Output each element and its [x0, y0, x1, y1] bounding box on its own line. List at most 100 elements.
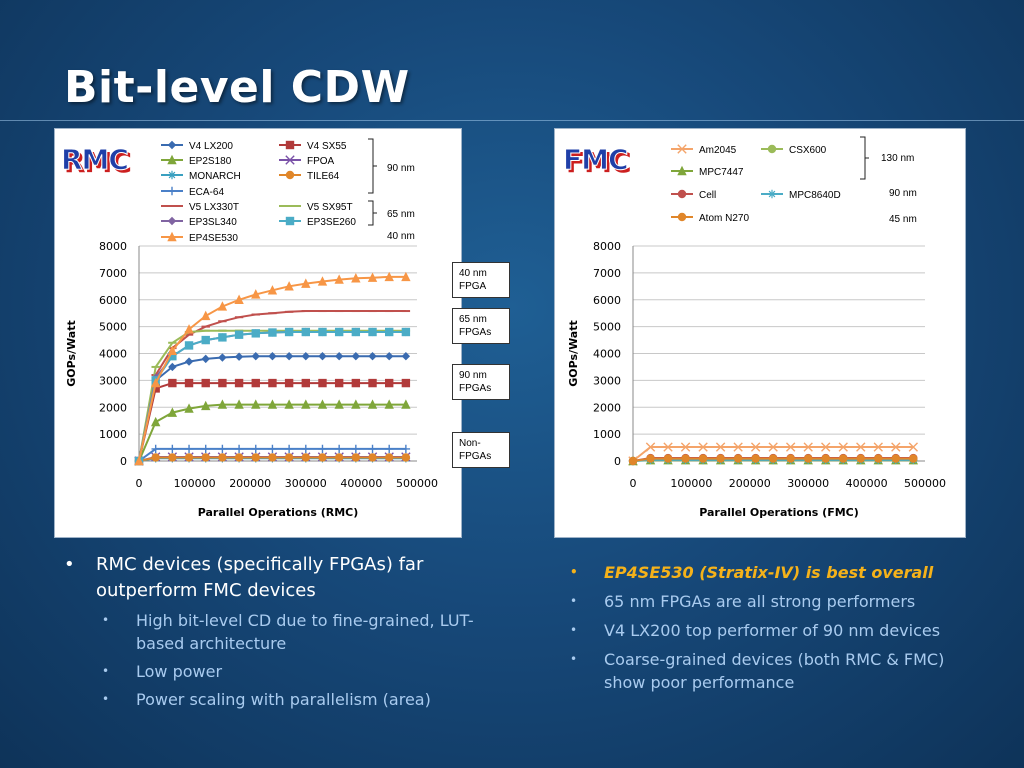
data-point	[201, 329, 210, 332]
data-point	[351, 327, 361, 337]
y-tick-label: 2000	[593, 401, 621, 414]
data-point	[234, 330, 244, 339]
data-point	[151, 444, 160, 454]
data-point	[351, 378, 361, 388]
series-ep3se260	[134, 327, 411, 466]
y-tick-label: 5000	[593, 321, 621, 334]
data-point	[268, 351, 277, 361]
data-point	[351, 399, 361, 409]
data-point	[201, 310, 211, 321]
series-am2045	[628, 442, 919, 466]
fmc-chart-panel: FMC FMC 0 1000 2000 3000 4000 5000 6000 7000 8000 0…	[554, 128, 966, 538]
bullet-main: RMC devices (specifically FPGAs) far out…	[62, 552, 492, 604]
data-point	[804, 454, 813, 463]
legend-label: EP4SE530	[189, 233, 238, 244]
data-point	[318, 327, 327, 337]
data-point	[351, 310, 361, 313]
legend-marker	[285, 155, 295, 165]
data-point	[401, 327, 411, 337]
data-point	[301, 351, 310, 361]
data-point	[645, 442, 656, 452]
data-point	[151, 384, 160, 393]
legend-label: EP3SL340	[189, 217, 237, 228]
legend-marker	[167, 216, 177, 226]
data-point	[201, 354, 210, 364]
legend-marker	[285, 216, 295, 226]
data-point	[891, 442, 901, 452]
data-point	[234, 316, 244, 319]
data-point	[318, 444, 327, 454]
x-tick-label: 200000	[729, 477, 771, 490]
legend-item-eca-64: ECA-64	[161, 186, 224, 198]
legend-marker	[167, 186, 177, 196]
data-point	[251, 444, 260, 454]
data-point	[733, 442, 743, 452]
data-point	[334, 327, 344, 337]
legend-label: V5 LX330T	[189, 202, 239, 213]
data-point	[385, 310, 394, 313]
data-point	[168, 378, 177, 388]
data-point	[201, 400, 211, 411]
data-point	[334, 310, 344, 313]
series-v5-sx95t	[134, 329, 411, 462]
data-point	[184, 357, 194, 366]
gridlines	[633, 245, 925, 462]
y-tick-label: 7000	[99, 267, 127, 280]
data-point	[663, 454, 673, 463]
data-point	[184, 453, 194, 462]
legend-label: MPC8640D	[789, 190, 841, 201]
data-point	[134, 455, 144, 466]
data-point	[401, 453, 411, 462]
y-tick-label: 8000	[593, 240, 621, 253]
legend: V4 LX200 V4 SX55 EP2S180 FPOA MONARCH TILE64 E…	[161, 140, 356, 244]
data-point	[663, 442, 673, 452]
data-point	[284, 351, 294, 361]
data-point	[821, 454, 830, 463]
data-point	[351, 444, 361, 454]
legend-label: V4 SX55	[307, 141, 347, 152]
data-point	[301, 378, 310, 388]
legend-group-brackets: 130 nm 90 nm 45 nm	[860, 136, 917, 225]
data-point	[218, 329, 227, 332]
data-point	[301, 444, 310, 454]
data-point	[698, 454, 708, 463]
data-point	[385, 453, 394, 462]
y-tick-label: 1000	[593, 428, 621, 441]
data-point	[251, 453, 260, 462]
bullet-sub: Low power	[62, 660, 492, 683]
data-point	[384, 399, 394, 409]
legend-group-label: 130 nm	[881, 153, 914, 164]
data-point	[751, 454, 760, 463]
data-point	[218, 320, 227, 323]
data-point	[334, 274, 344, 284]
data-point	[891, 454, 900, 463]
legend-item-v5-sx95t: V5 SX95T	[279, 202, 353, 213]
annotation-40nm-fpga: 40 nm FPGA	[452, 262, 510, 298]
y-axis-title: GOPs/Watt	[65, 320, 78, 387]
legend-marker	[767, 144, 777, 154]
y-tick-label: 4000	[99, 348, 127, 361]
y-tick-label: 0	[614, 455, 621, 468]
data-point	[167, 407, 178, 417]
x-tick-label: 400000	[340, 477, 382, 490]
data-point	[234, 294, 244, 304]
legend-label: EP3SE260	[307, 217, 356, 228]
legend-group-label: 40 nm	[387, 231, 415, 242]
data-point	[201, 335, 210, 345]
data-point	[839, 454, 848, 463]
series-ep2s180	[134, 399, 411, 466]
legend-item-ep3sl340: EP3SL340	[161, 216, 237, 228]
data-point	[385, 378, 394, 388]
data-point	[334, 444, 344, 454]
legend-item-cell: Cell	[671, 189, 716, 201]
data-point	[368, 310, 377, 313]
data-point	[301, 327, 310, 337]
legend-label: ECA-64	[189, 187, 224, 198]
data-point	[184, 403, 194, 413]
y-tick-label: 2000	[99, 401, 127, 414]
right-bullet-list: EP4SE530 (Stratix-IV) is best overall 65…	[568, 561, 988, 700]
data-point	[351, 351, 361, 361]
legend-label: Am2045	[699, 145, 737, 156]
